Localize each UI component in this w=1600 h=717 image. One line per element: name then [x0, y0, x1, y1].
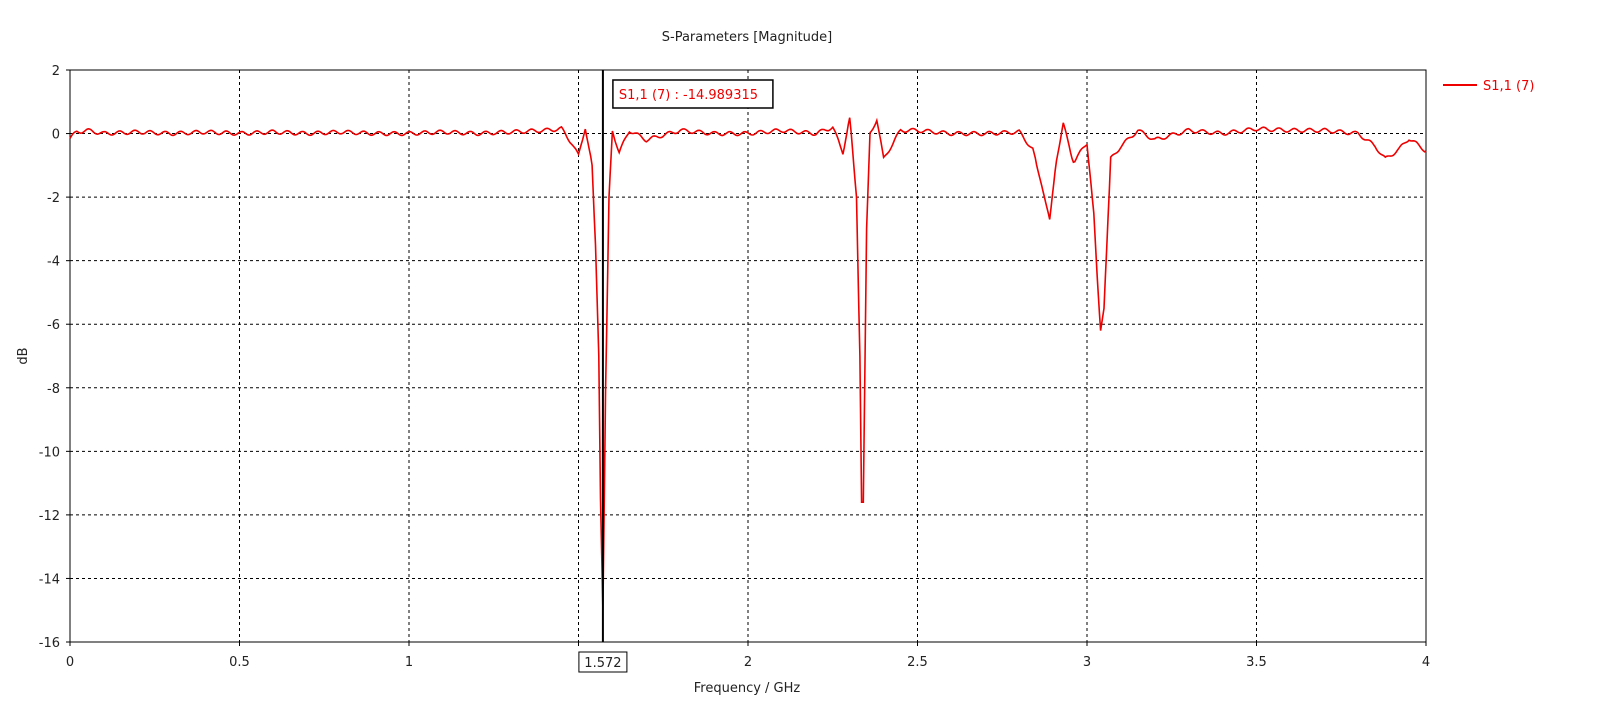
y-axis: 2 0 -2 -4 -6 -8 -10 -12 -14 -16: [39, 64, 70, 651]
x-tick-label: 4: [1422, 655, 1430, 670]
x-tick-label: 3.5: [1246, 655, 1267, 670]
y-axis-label: dB: [16, 347, 31, 364]
grid: [70, 70, 1426, 642]
y-tick-label: -4: [47, 255, 60, 270]
y-tick-label: -10: [39, 445, 60, 460]
x-tick-label: 1: [405, 655, 413, 670]
legend: S1,1 (7): [1443, 79, 1534, 94]
legend-label: S1,1 (7): [1483, 79, 1534, 94]
x-tick-label: 2: [744, 655, 752, 670]
x-tick-label: 0: [66, 655, 74, 670]
x-tick-label: 0.5: [229, 655, 250, 670]
y-tick-label: -16: [39, 636, 60, 651]
x-axis-label: Frequency / GHz: [694, 681, 801, 696]
marker-annotation: S1,1 (7) : -14.989315: [619, 88, 758, 103]
x-tick-label: 3: [1083, 655, 1091, 670]
marker-x-label: 1.572: [584, 656, 621, 671]
y-tick-label: 0: [52, 128, 60, 143]
y-tick-label: 2: [52, 64, 60, 79]
x-tick-label: 2.5: [907, 655, 928, 670]
y-tick-label: -8: [47, 382, 60, 397]
y-tick-label: -14: [39, 572, 60, 587]
series-line-s11: [69, 117, 1427, 610]
y-tick-label: -2: [47, 191, 60, 206]
y-tick-label: -12: [39, 509, 60, 524]
marker-annotation-box: [612, 79, 774, 109]
chart-title: S-Parameters [Magnitude]: [662, 30, 833, 45]
y-tick-label: -6: [47, 318, 60, 333]
x-axis: 0 0.5 1 2 2.5 3 3.5 4: [66, 642, 1430, 670]
marker-x-box: [578, 651, 628, 673]
marker[interactable]: 1.572 S1,1 (7) : -14.989315: [578, 70, 774, 673]
series: [69, 117, 1427, 610]
